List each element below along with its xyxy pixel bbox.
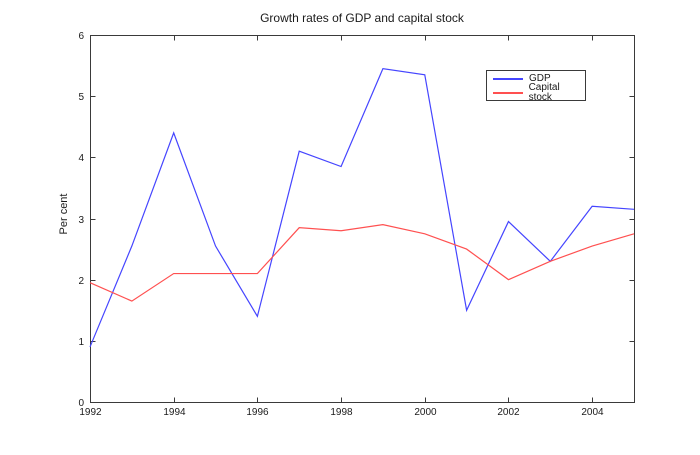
y-tick-label: 6 — [78, 31, 84, 42]
gdp-legend-line-sample — [493, 77, 523, 80]
y-tick-label: 2 — [78, 276, 84, 287]
x-tick-label: 1992 — [79, 407, 102, 418]
x-tick-label: 1998 — [330, 407, 353, 418]
y-tick-label: 0 — [78, 398, 84, 409]
capital-stock-legend-label: Capital stock — [528, 81, 560, 103]
y-tick-label: 5 — [78, 92, 84, 103]
capital-stock-legend-line-sample — [493, 91, 523, 94]
y-axis-label: Per cent — [58, 193, 70, 235]
legend-entry-capital-stock: Capital stock — [493, 81, 585, 103]
legend: GDP Capital stock — [486, 70, 586, 103]
x-tick-label: 2002 — [497, 407, 520, 418]
capital-stock-line — [89, 224, 635, 302]
x-tick-label: 1994 — [163, 407, 186, 418]
x-tick-label: 2000 — [414, 407, 437, 418]
chart-title: Growth rates of GDP and capital stock — [260, 11, 464, 25]
y-tick-label: 4 — [78, 153, 84, 164]
y-tick-label: 1 — [78, 337, 84, 348]
x-tick-label: 2004 — [581, 407, 604, 418]
y-tick-label: 3 — [78, 215, 84, 226]
legend-entry-gdp: GDP — [493, 72, 585, 86]
gdp-legend-label: GDP — [529, 72, 551, 84]
gdp-line — [89, 67, 635, 348]
x-tick-label: 1996 — [246, 407, 269, 418]
